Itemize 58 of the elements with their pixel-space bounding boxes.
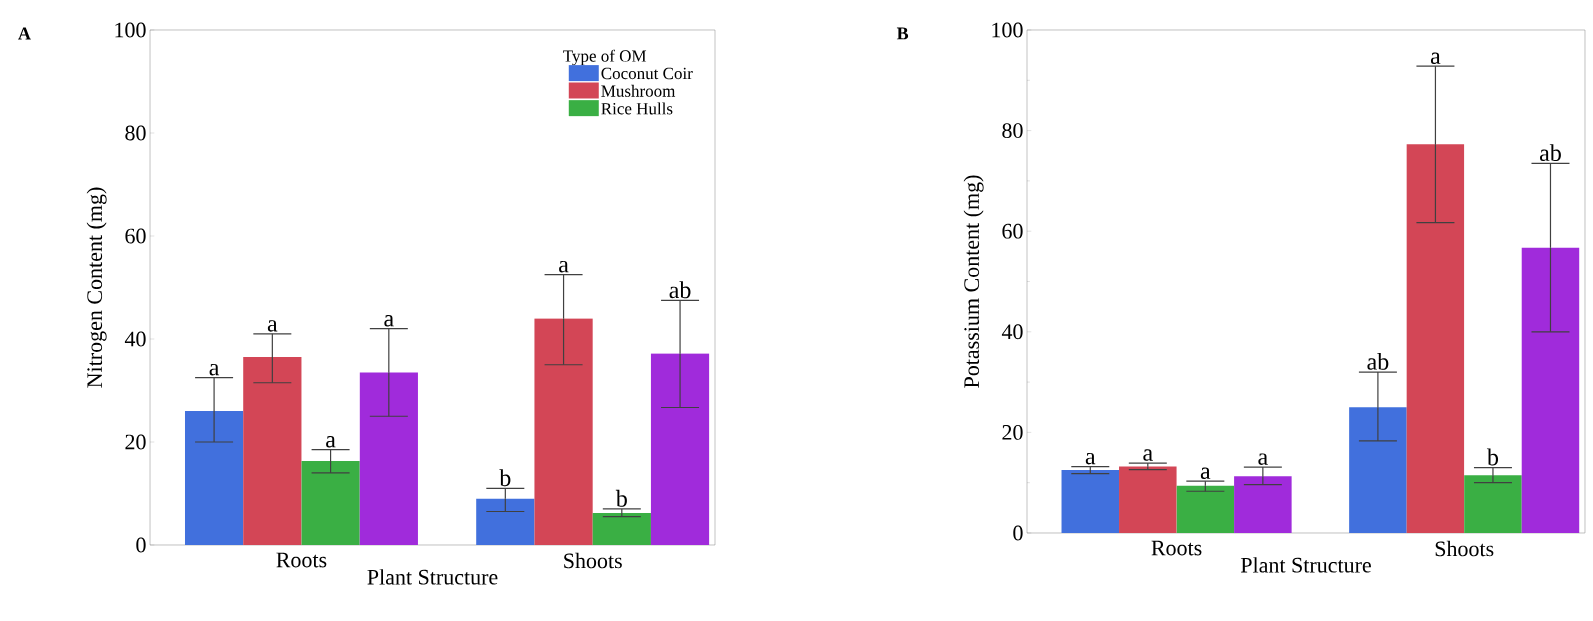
annotation: a	[209, 363, 220, 376]
y-tick-label: 60	[1002, 223, 1023, 239]
annotation: a	[384, 314, 394, 327]
annotation: ab	[1540, 144, 1561, 162]
annotation: ab	[669, 281, 691, 299]
annotation: a	[326, 436, 336, 448]
annotation: a	[1200, 467, 1211, 479]
bar	[184, 411, 244, 545]
y-tick-label: 100	[992, 22, 1023, 38]
legend-title: Type of OM	[563, 49, 647, 66]
y-tick-label: 80	[125, 125, 146, 141]
bar	[1406, 144, 1465, 533]
chart-title: A	[18, 27, 31, 40]
y-axis-title: Nitrogen Content (mg)	[86, 187, 107, 388]
annotation: b	[615, 489, 627, 507]
annotation: ab	[1367, 352, 1389, 370]
bar	[359, 372, 418, 545]
annotation: b	[499, 469, 511, 487]
bar	[1176, 485, 1235, 533]
x-tick-label: Roots	[1151, 540, 1202, 556]
bar	[1061, 470, 1120, 533]
bar	[592, 513, 651, 545]
y-tick-label: 0	[136, 537, 146, 553]
x-axis-title: Plant Structure	[1240, 557, 1371, 573]
x-tick-label: Shoots	[1435, 540, 1494, 557]
legend-label: Rice Hulls	[601, 102, 673, 115]
y-axis-title: Potassium Content (mg)	[963, 175, 984, 388]
bar	[476, 498, 535, 545]
bar	[1349, 407, 1407, 533]
y-tick-label: 0	[1013, 525, 1023, 541]
annotation: a	[1258, 453, 1268, 465]
bar	[1119, 466, 1177, 533]
y-tick-label: 20	[125, 434, 146, 450]
y-tick-label: 40	[124, 331, 146, 347]
x-tick-label: Roots	[276, 552, 327, 568]
x-tick-label: Shoots	[564, 552, 622, 569]
annotation: a	[1143, 449, 1153, 461]
annotation: b	[1486, 448, 1499, 466]
annotation: a	[1430, 52, 1441, 65]
y-tick-label: 100	[115, 22, 146, 38]
y-tick-label: 40	[1001, 324, 1023, 340]
x-axis-title: Plant Structure	[367, 569, 498, 585]
y-tick-label: 20	[1002, 424, 1023, 440]
bar	[301, 461, 360, 545]
chart-title: B	[896, 27, 909, 40]
y-tick-label: 80	[1002, 123, 1023, 139]
bar	[243, 357, 302, 545]
bar	[1464, 475, 1522, 533]
annotation: a	[559, 260, 569, 273]
annotation: a	[1085, 452, 1096, 465]
y-tick-label: 60	[125, 228, 146, 244]
bar	[534, 318, 593, 545]
bar	[1234, 476, 1292, 533]
bar	[650, 353, 710, 545]
annotation: a	[267, 320, 278, 332]
legend-label: Mushroom	[601, 84, 676, 97]
bar	[1521, 247, 1580, 533]
legend-label: Coconut Coir	[601, 67, 693, 80]
